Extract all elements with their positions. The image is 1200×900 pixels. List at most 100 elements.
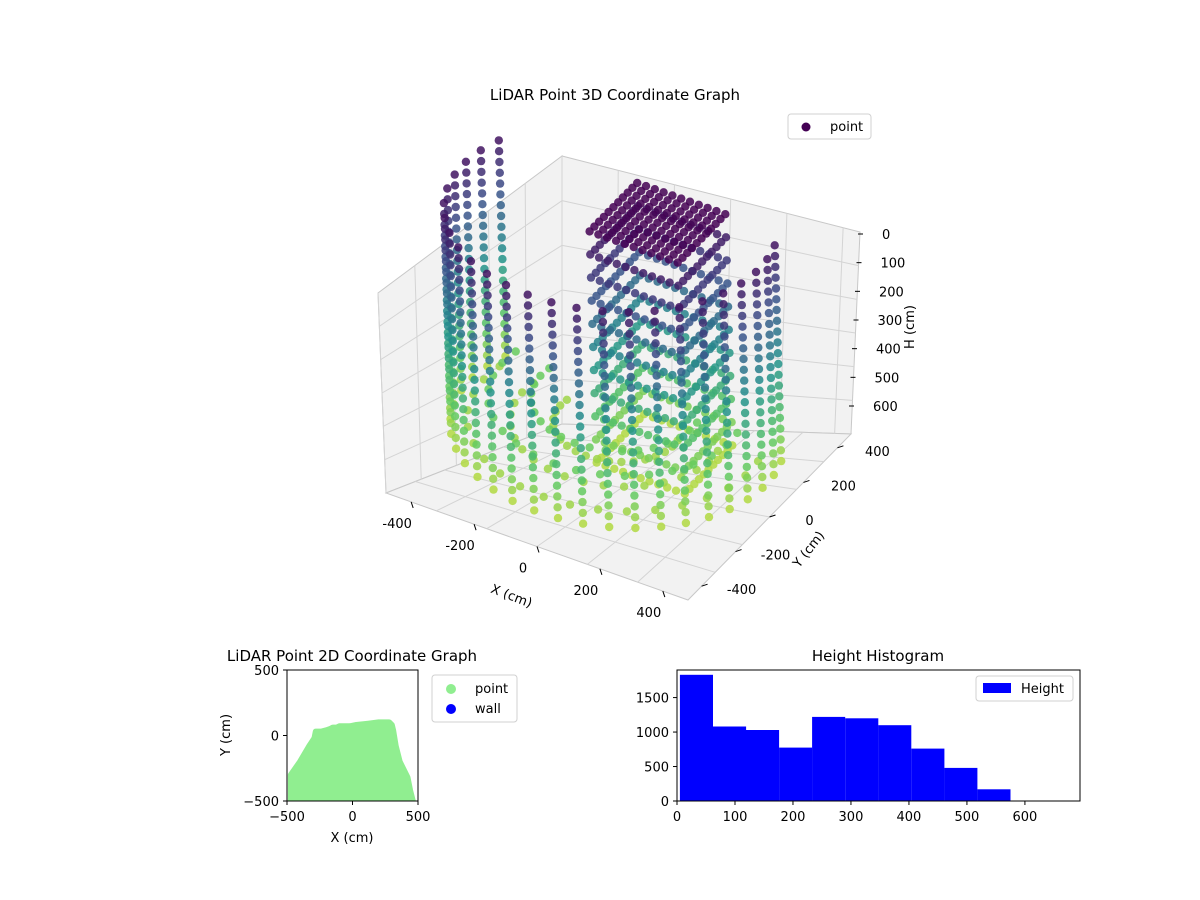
chart-3d-point <box>528 452 537 461</box>
chart-3d-point <box>486 377 495 386</box>
chart-3d-point <box>551 427 560 436</box>
chart-3d-point <box>647 249 656 258</box>
chart-3d-point <box>457 361 467 371</box>
chart-3d-ztick-label: 500 <box>875 371 900 386</box>
chart-3d-point <box>679 432 688 441</box>
chart-3d-point <box>451 192 460 201</box>
chart-3d-point <box>575 411 584 420</box>
chart-3d-point <box>742 462 751 472</box>
chart-3d-xtick-label: -400 <box>382 517 412 532</box>
chart-3d-point <box>722 407 731 417</box>
chart-3d-point <box>549 373 558 383</box>
chart-3d-point <box>604 279 613 289</box>
chart-3d-point <box>616 398 626 407</box>
chart-3d-point <box>451 422 460 432</box>
chart-3d-point <box>752 289 761 298</box>
chart-3d-point <box>656 500 665 510</box>
chart-3d-point <box>769 470 778 480</box>
chart-3d-point <box>669 417 678 426</box>
chart-3d-point <box>743 495 752 504</box>
chart-3d-point <box>472 451 481 460</box>
chart-3d-point <box>652 360 661 369</box>
chart-3d-point <box>466 257 476 266</box>
chart-3d-point <box>497 222 506 231</box>
chart-3d-point <box>650 317 660 326</box>
chart-3d-point <box>525 344 534 353</box>
chart-3d-point <box>460 459 470 468</box>
chart-3d-point <box>495 157 504 167</box>
chart-3d-xtick-label: 400 <box>636 606 661 621</box>
chart-3d-point <box>529 495 539 504</box>
chart-3d-xtick-label: -200 <box>445 539 475 554</box>
chart-3d-point <box>763 255 772 264</box>
chart-3d-point <box>650 306 659 316</box>
chart-3d-point <box>530 506 539 515</box>
chart-3d-point <box>725 504 734 514</box>
chart-3d-point <box>576 444 585 453</box>
chart-3d-point <box>502 302 511 311</box>
chart-3d-point <box>605 522 614 532</box>
chart-3d-point <box>470 364 479 374</box>
chart-3d-point <box>654 446 664 456</box>
chart-3d-point <box>488 463 497 473</box>
chart-3d-point <box>503 334 512 344</box>
chart-3d-point <box>455 297 465 306</box>
chart-3d-point <box>742 451 751 461</box>
chart-3d-point <box>766 352 775 361</box>
chart-3d-point <box>525 355 534 364</box>
chart-3d-point <box>603 458 612 467</box>
chart-3d-point <box>704 491 713 500</box>
chart-3d-point <box>606 349 615 358</box>
chart-3d-point <box>696 270 706 279</box>
chart-3d-point <box>448 325 457 335</box>
histogram-bar <box>977 789 1011 801</box>
chart-3d-point <box>451 213 461 222</box>
chart-3d-point <box>517 388 527 397</box>
chart-3d-point <box>473 472 482 482</box>
chart-3d-point <box>666 324 676 333</box>
chart-3d-point <box>670 440 679 449</box>
chart-3d-point <box>657 298 666 307</box>
chart-3d-point <box>446 261 455 270</box>
chart-3d-point <box>741 430 750 439</box>
chart-3d-point <box>467 289 477 298</box>
chart-3d-point <box>677 367 686 377</box>
chart-3d-point <box>776 424 785 433</box>
chart-3d-point <box>768 416 777 426</box>
chart-3d-point <box>523 301 533 310</box>
chart-3d-point <box>570 438 579 448</box>
chart-3d-point <box>768 427 777 436</box>
chart-3d: LiDAR Point 3D Coordinate Graph -400 -200… <box>377 86 918 621</box>
chart-3d-point <box>448 347 458 356</box>
histogram-bar <box>679 674 713 801</box>
chart-3d-point <box>636 474 645 483</box>
chart-3d-point <box>774 370 783 379</box>
chart-3d-point <box>506 421 515 430</box>
chart-3d-xtick-label: 200 <box>574 584 599 599</box>
chart-3d-point <box>754 364 764 374</box>
chart-3d-ztick-label: 0 <box>882 228 890 243</box>
chart-3d-point <box>553 492 562 501</box>
chart-3d-point <box>574 357 583 367</box>
chart-3d-point <box>740 376 749 385</box>
chart-3d-point <box>446 282 456 292</box>
chart-3d-point <box>446 271 455 281</box>
chart-3d-point <box>602 425 611 435</box>
chart-3d-point <box>737 290 746 299</box>
chart-3d-point <box>462 168 471 177</box>
chart-3d-point <box>628 448 638 457</box>
chart-3d-point <box>505 410 515 419</box>
chart-3d-point <box>504 378 514 387</box>
histogram-xtick-label: 300 <box>839 810 864 825</box>
chart-3d-ztick-label: 200 <box>879 285 904 300</box>
chart-3d-point <box>526 398 536 407</box>
chart-3d-point <box>652 371 661 380</box>
chart-3d-point <box>495 179 505 188</box>
chart-3d-point <box>766 362 775 372</box>
chart-3d-point <box>472 462 482 471</box>
chart-3d-point <box>631 312 640 321</box>
chart-3d-point <box>447 315 457 324</box>
chart-3d-point <box>764 287 773 296</box>
chart-3d-point <box>654 436 663 445</box>
